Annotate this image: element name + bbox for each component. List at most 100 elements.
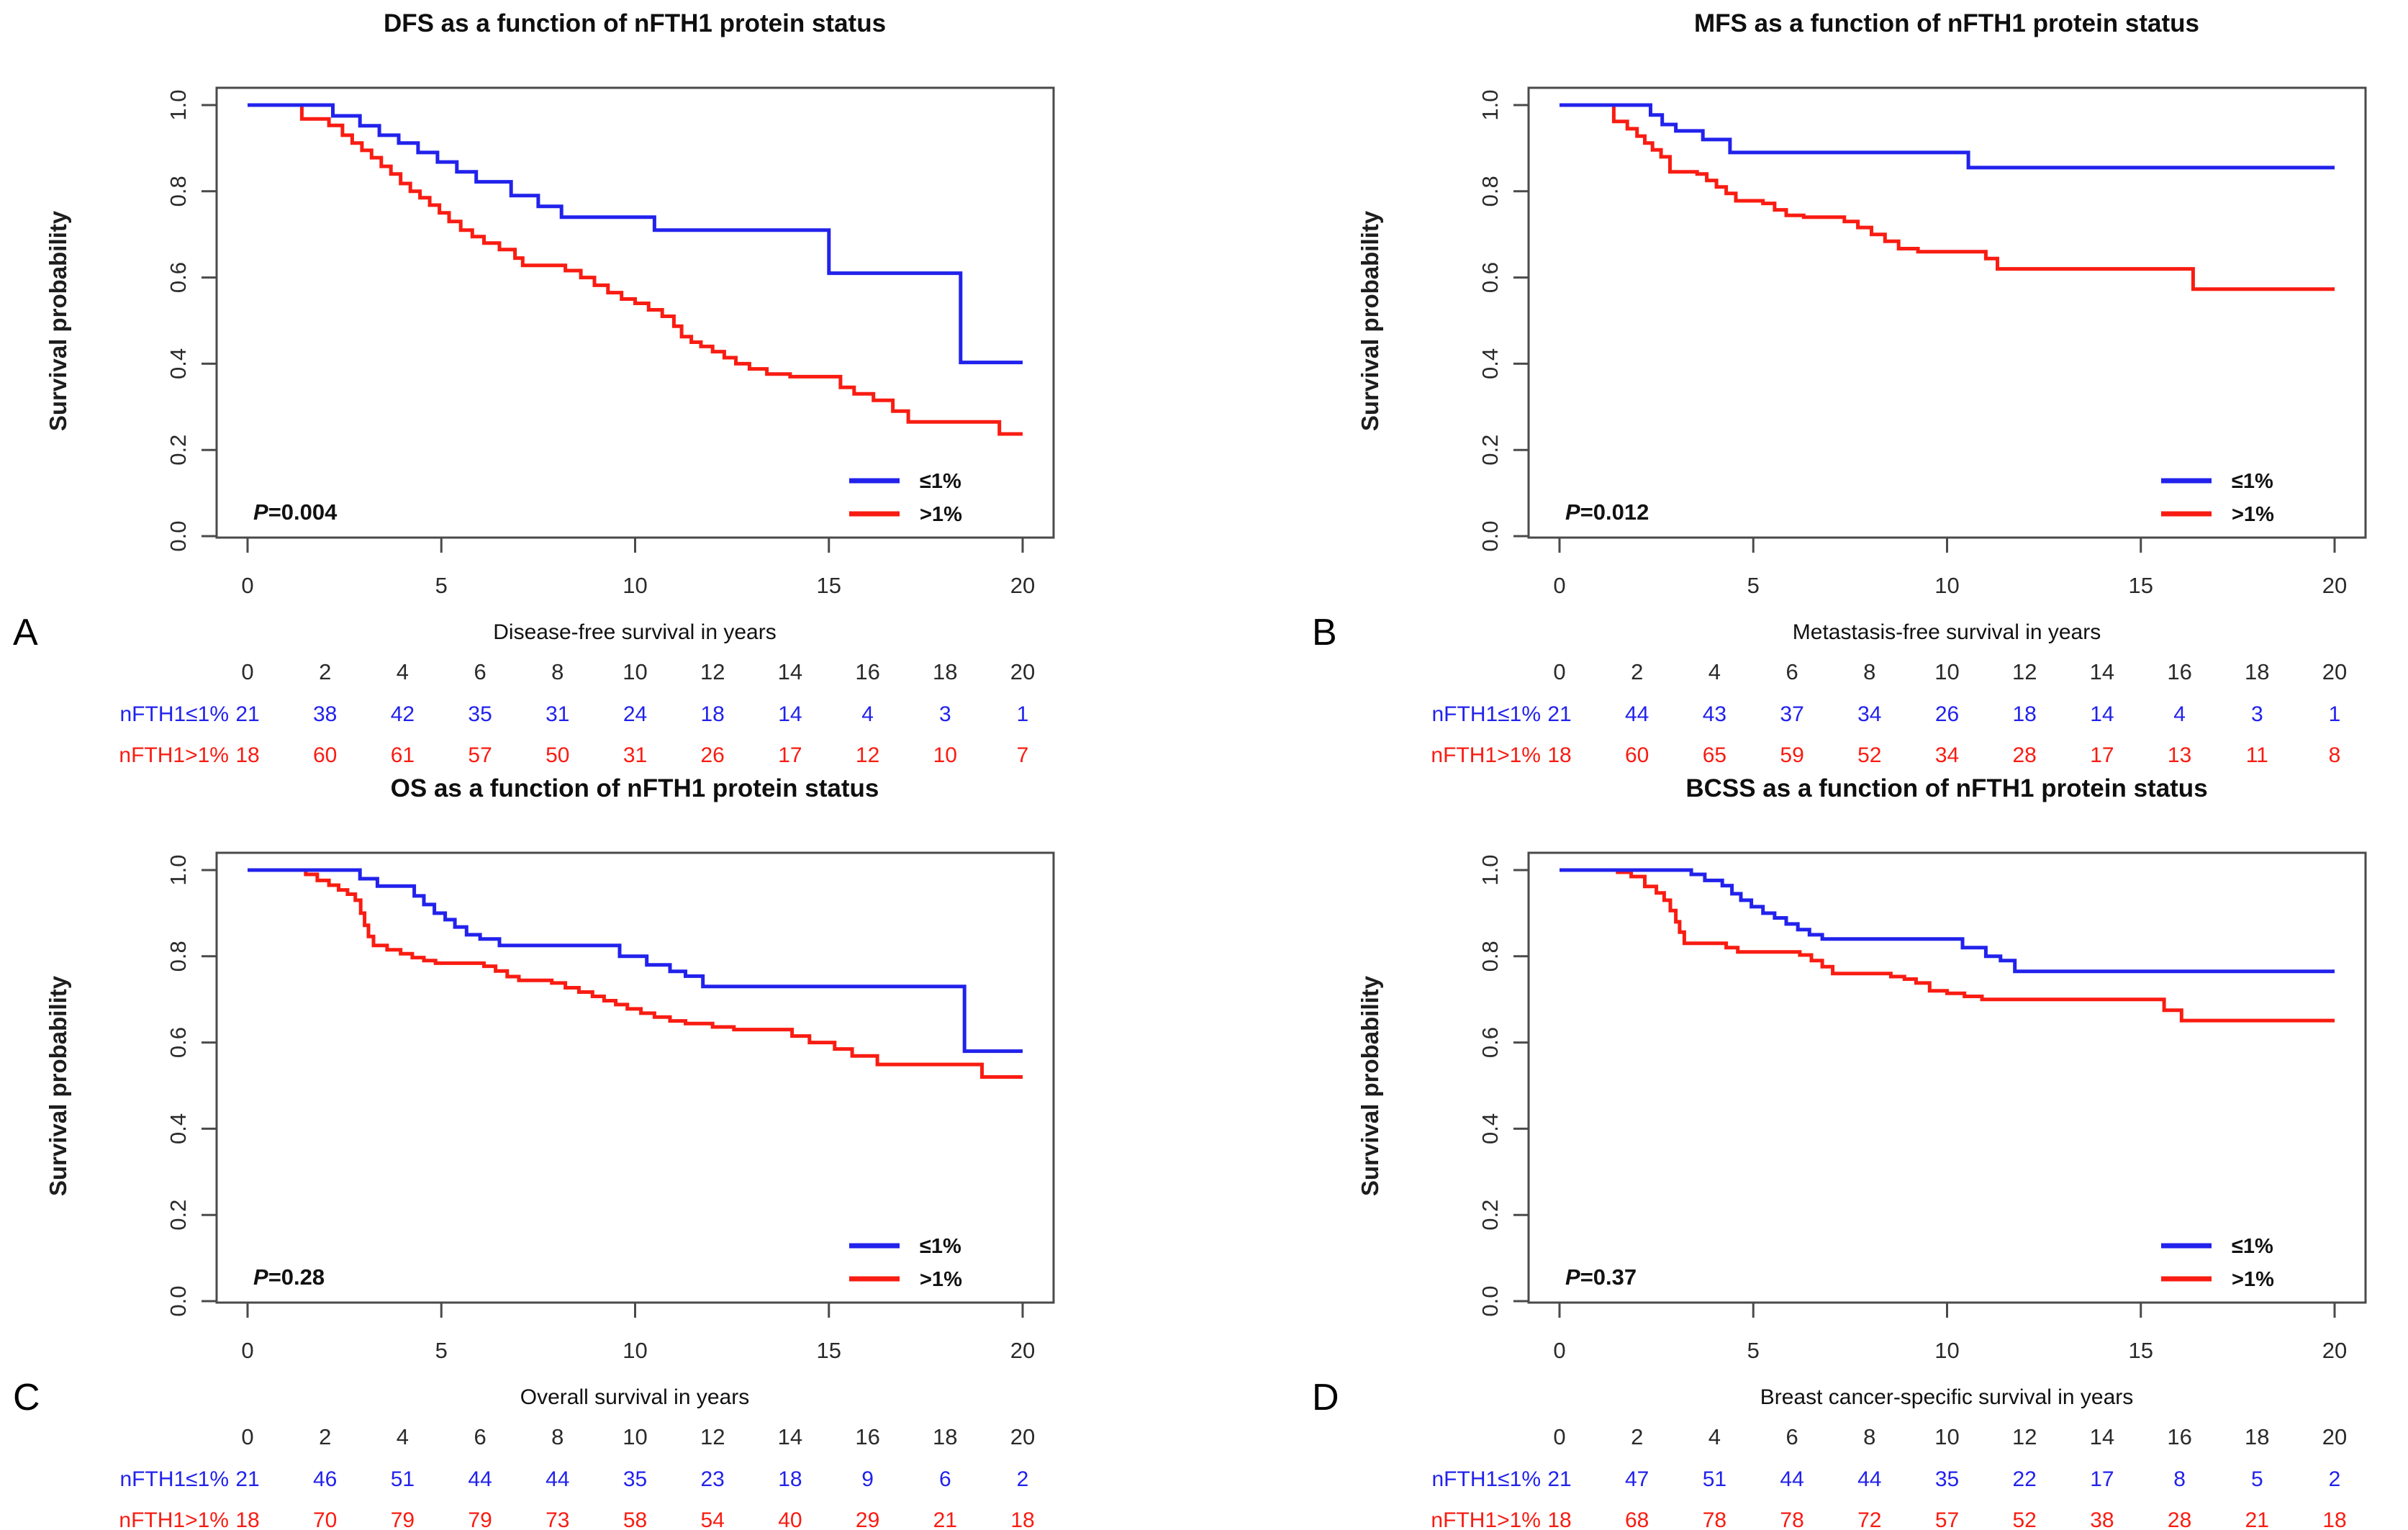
- panel-letter: C: [13, 1377, 40, 1418]
- risk-value: 18: [2322, 1508, 2346, 1530]
- p-value: P=0.004: [253, 499, 338, 525]
- risk-value: 78: [1703, 1508, 1726, 1530]
- risk-value: 44: [1857, 1467, 1881, 1491]
- p-value: P=0.012: [1565, 499, 1649, 525]
- y-tick-label: 1.0: [1477, 89, 1503, 120]
- risk-value: 52: [2013, 1508, 2037, 1530]
- risk-value: 79: [468, 1508, 492, 1530]
- panel-title: BCSS as a function of nFTH1 protein stat…: [1685, 774, 2207, 802]
- y-tick-label: 0.2: [166, 1200, 191, 1231]
- risk-value: 60: [1625, 743, 1649, 765]
- x-tick-label: 5: [1747, 573, 1760, 598]
- risk-value: 43: [1703, 702, 1726, 726]
- y-tick-label: 0.6: [166, 1027, 191, 1058]
- risk-row-label-le1: nFTH1≤1%: [1431, 702, 1541, 726]
- y-tick-label: 0.4: [166, 1113, 191, 1144]
- risk-row-label-le1: nFTH1≤1%: [119, 702, 229, 726]
- y-tick-label: 1.0: [166, 89, 191, 120]
- plot-dynamic-layer: 1.00.80.60.40.20.00 5 10 15 200 2 4 6 8 10 12 14 16 1…: [1477, 89, 2347, 765]
- risk-time: 6: [1785, 659, 1798, 684]
- risk-time: 2: [1631, 659, 1643, 684]
- y-tick-label: 1.0: [1477, 854, 1503, 885]
- legend-label-le1: ≤1%: [920, 470, 961, 493]
- risk-value: 12: [856, 743, 879, 765]
- risk-value: 24: [623, 702, 647, 726]
- risk-value: 46: [313, 1467, 337, 1491]
- km-chart-os: OS as a function of nFTH1 protein status…: [13, 774, 1055, 1530]
- risk-value: 38: [313, 702, 337, 726]
- x-tick-label: 15: [2129, 1338, 2153, 1363]
- legend-label-gt1: >1%: [920, 503, 962, 526]
- plot-dynamic-layer: 1.00.80.60.40.20.00 5 10 15 200 2 4 6 8 10 12 14 16 1…: [166, 89, 1035, 765]
- y-tick-label: 0.4: [1477, 1113, 1503, 1144]
- x-tick-label: 15: [817, 1338, 841, 1363]
- risk-time: 6: [474, 659, 486, 684]
- x-tick-label: 0: [1553, 1338, 1565, 1363]
- risk-value: 5: [2251, 1467, 2263, 1491]
- risk-value: 9: [861, 1467, 874, 1491]
- risk-time: 10: [623, 659, 647, 684]
- risk-value: 6: [939, 1467, 951, 1491]
- plot-dynamic-layer: 1.00.80.60.40.20.00 5 10 15 200 2 4 6 8 10 12 14 16 1…: [166, 854, 1035, 1530]
- y-tick-label: 0.8: [166, 176, 191, 207]
- risk-value: 78: [1780, 1508, 1803, 1530]
- risk-value: 8: [2329, 743, 2341, 765]
- y-axis-title: Survival probability: [1357, 975, 1383, 1196]
- risk-value: 7: [1017, 743, 1029, 765]
- x-tick-label: 0: [241, 1338, 253, 1363]
- y-tick-label: 0.4: [1477, 348, 1503, 379]
- risk-time: 18: [933, 659, 957, 684]
- risk-value: 40: [778, 1508, 802, 1530]
- risk-time: 2: [1631, 1424, 1643, 1449]
- risk-time: 16: [2167, 1424, 2191, 1449]
- risk-value: 23: [701, 1467, 725, 1491]
- legend: ≤1% >1%: [849, 470, 962, 526]
- risk-row-label-gt1: nFTH1>1%: [1431, 743, 1541, 765]
- risk-value: 72: [1857, 1508, 1881, 1530]
- risk-value: 14: [2090, 702, 2114, 726]
- x-tick-label: 5: [435, 1338, 448, 1363]
- x-tick-label: 0: [241, 573, 253, 598]
- km-curve-gt1: [248, 868, 1023, 1079]
- risk-time: 0: [241, 1424, 253, 1449]
- y-axis-title: Survival probability: [1357, 210, 1383, 431]
- risk-value: 34: [1857, 702, 1881, 726]
- y-tick-label: 0.2: [1477, 1200, 1503, 1231]
- risk-time: 12: [2012, 1424, 2037, 1449]
- x-tick-label: 10: [623, 1338, 647, 1363]
- panel-letter: D: [1312, 1377, 1339, 1418]
- y-tick-label: 0.8: [1477, 941, 1503, 972]
- risk-value: 29: [856, 1508, 879, 1530]
- risk-value: 31: [623, 743, 647, 765]
- risk-time: 20: [2322, 1424, 2347, 1449]
- panel-letter: B: [1312, 612, 1337, 653]
- legend: ≤1% >1%: [2161, 1235, 2274, 1291]
- risk-value: 51: [391, 1467, 415, 1491]
- risk-value: 34: [1935, 743, 1959, 765]
- risk-value: 21: [235, 1467, 259, 1491]
- risk-time: 14: [2090, 659, 2114, 684]
- risk-value: 13: [2168, 743, 2191, 765]
- risk-time: 20: [1010, 1424, 1035, 1449]
- risk-value: 14: [778, 702, 802, 726]
- risk-value: 21: [235, 702, 259, 726]
- y-tick-label: 1.0: [166, 854, 191, 885]
- risk-time: 18: [2245, 1424, 2269, 1449]
- km-chart-dfs: DFS as a function of nFTH1 protein statu…: [13, 9, 1055, 765]
- y-tick-label: 0.6: [166, 262, 191, 293]
- risk-time: 6: [1785, 1424, 1798, 1449]
- risk-value: 3: [939, 702, 951, 726]
- risk-time: 14: [778, 659, 802, 684]
- risk-value: 70: [313, 1508, 337, 1530]
- y-tick-label: 0.8: [1477, 176, 1503, 207]
- risk-time: 0: [241, 659, 253, 684]
- risk-value: 21: [1547, 1467, 1571, 1491]
- risk-value: 17: [2090, 743, 2114, 765]
- km-curve-le1: [1560, 103, 2335, 170]
- risk-value: 58: [623, 1508, 647, 1530]
- risk-time: 8: [1863, 659, 1875, 684]
- risk-value: 18: [778, 1467, 802, 1491]
- risk-value: 61: [391, 743, 415, 765]
- legend-label-le1: ≤1%: [2232, 470, 2273, 493]
